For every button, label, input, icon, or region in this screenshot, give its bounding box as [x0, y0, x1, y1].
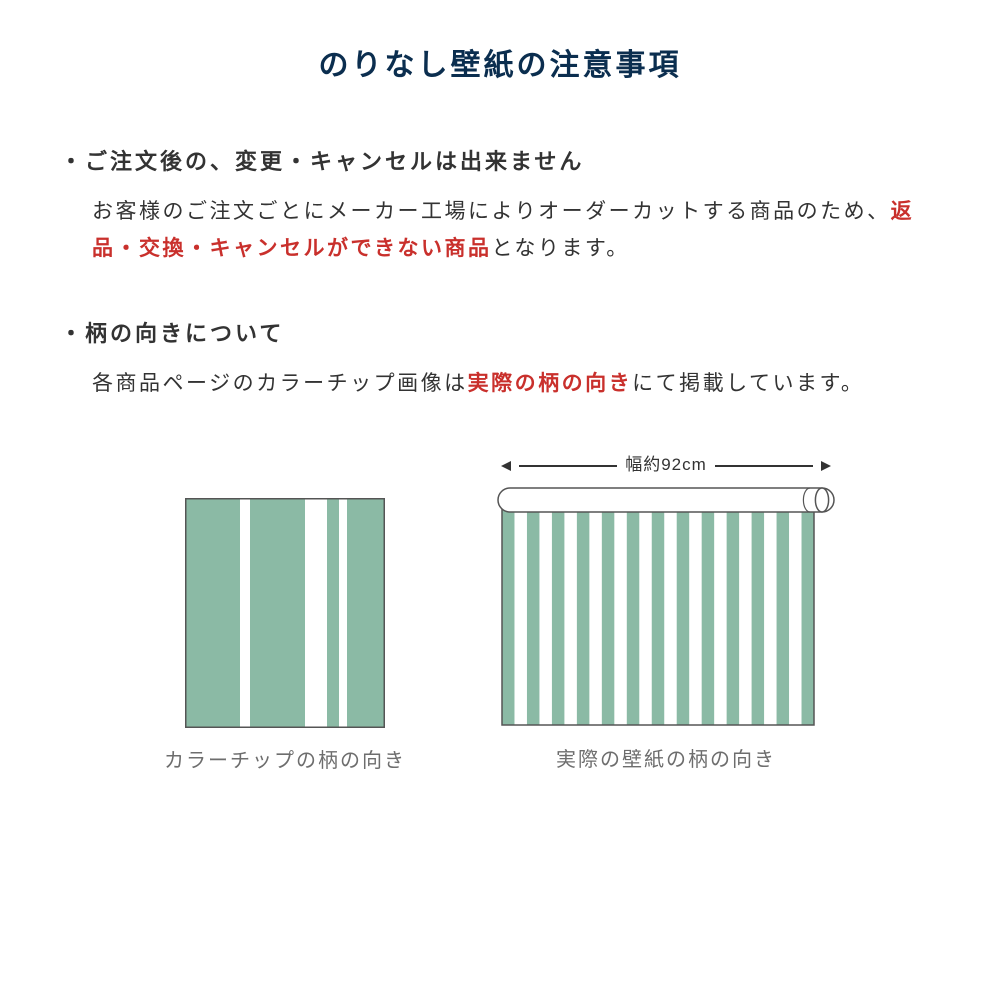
color-chip-illustration — [185, 498, 385, 728]
text-post: にて掲載しています。 — [632, 372, 864, 395]
text-pre: 各商品ページのカラーチップ画像は — [92, 372, 468, 395]
text-post: となります。 — [492, 237, 630, 260]
width-arrow: 幅約92cm — [501, 450, 831, 481]
section-bullet: ・柄の向きについて — [60, 316, 940, 348]
diagram-caption: カラーチップの柄の向き — [164, 744, 406, 773]
text-highlight: 実際の柄の向き — [468, 372, 633, 395]
section-body: 各商品ページのカラーチップ画像は実際の柄の向きにて掲載しています。 — [92, 366, 940, 403]
arrow-line — [519, 465, 617, 467]
text-pre: お客様のご注文ごとにメーカー工場によりオーダーカットする商品のため、 — [92, 200, 891, 223]
section-bullet: ・ご注文後の、変更・キャンセルは出来ません — [60, 144, 940, 176]
diagram-color-chip: カラーチップの柄の向き — [164, 450, 406, 773]
width-label: 幅約92cm — [625, 450, 707, 475]
wallpaper-roll-illustration — [496, 487, 836, 727]
arrow-line — [715, 465, 813, 467]
diagram-row: カラーチップの柄の向き 幅約92cm 実際の壁紙の柄の向き — [60, 450, 940, 773]
arrow-left-icon — [501, 461, 511, 471]
diagram-caption: 実際の壁紙の柄の向き — [556, 743, 776, 772]
section-pattern: ・柄の向きについて 各商品ページのカラーチップ画像は実際の柄の向きにて掲載してい… — [60, 316, 940, 403]
section-cancel: ・ご注文後の、変更・キャンセルは出来ません お客様のご注文ごとにメーカー工場によ… — [60, 144, 940, 268]
section-body: お客様のご注文ごとにメーカー工場によりオーダーカットする商品のため、返品・交換・… — [92, 194, 940, 268]
arrow-right-icon — [821, 461, 831, 471]
diagram-wallpaper-roll: 幅約92cm 実際の壁紙の柄の向き — [496, 450, 836, 773]
page-title: のりなし壁紙の注意事項 — [60, 40, 940, 84]
